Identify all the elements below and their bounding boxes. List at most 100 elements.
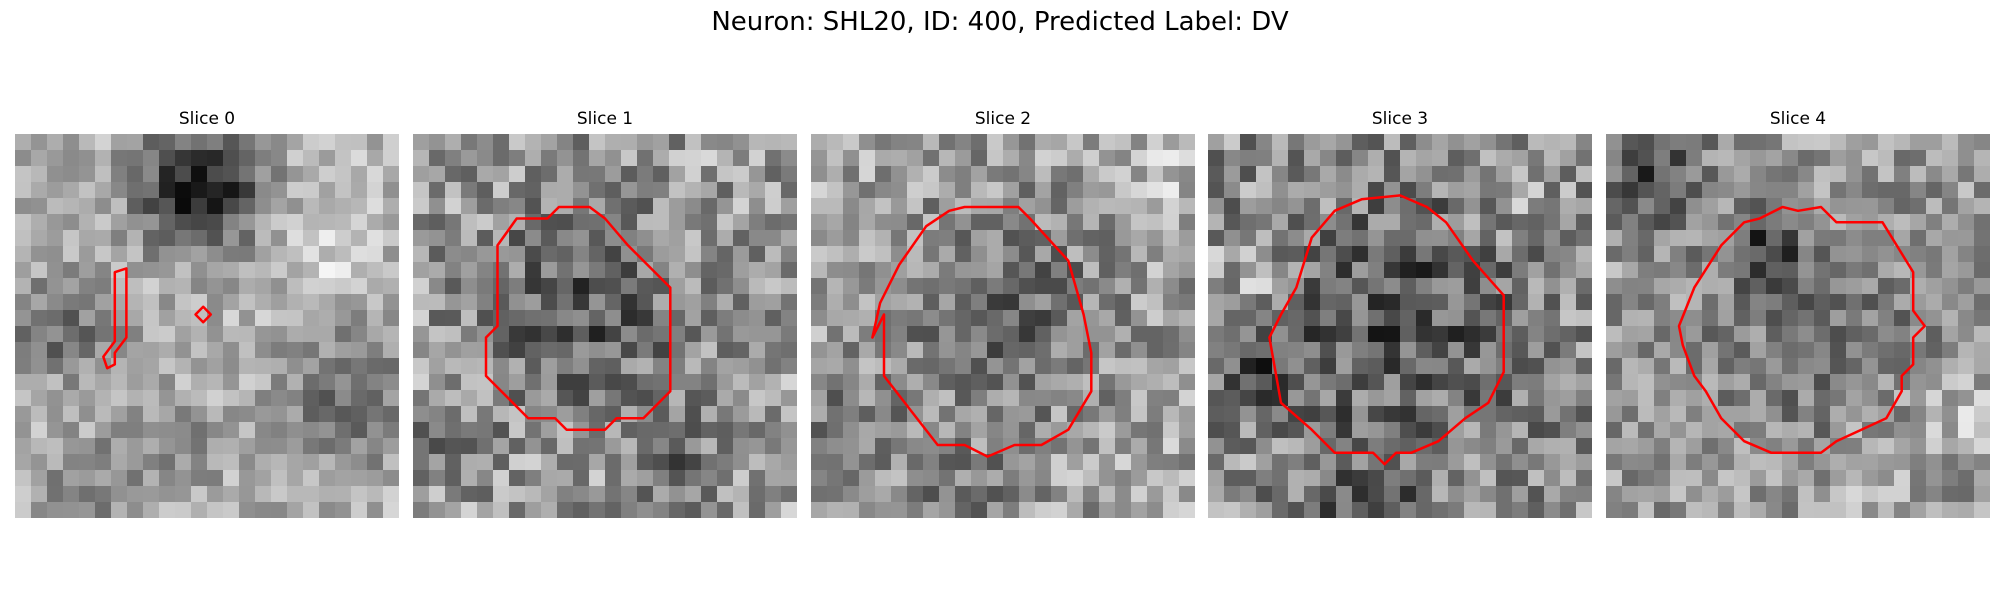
pixel-cell [557, 326, 574, 343]
pixel-cell [239, 358, 256, 375]
pixel-cell [1560, 310, 1577, 327]
pixel-cell [1830, 198, 1847, 215]
pixel-cell [1131, 198, 1148, 215]
pixel-cell [1464, 454, 1481, 471]
pixel-cell [461, 214, 478, 231]
pixel-cell [939, 134, 956, 151]
pixel-cell [429, 182, 446, 199]
pixel-cell [303, 486, 320, 503]
pixel-cell [509, 438, 526, 455]
pixel-cell [765, 262, 782, 279]
pixel-cell [351, 502, 368, 518]
pixel-cell [1958, 310, 1975, 327]
pixel-cell [1208, 294, 1225, 311]
pixel-cell [1448, 438, 1465, 455]
pixel-cell [781, 134, 797, 151]
pixel-cell [1846, 454, 1863, 471]
pixel-cell [127, 454, 144, 471]
pixel-cell [47, 150, 64, 167]
pixel-cell [717, 422, 734, 439]
pixel-cell [637, 422, 654, 439]
pixel-cell [1224, 486, 1241, 503]
pixel-cell [557, 502, 574, 518]
pixel-cell [907, 166, 924, 183]
pixel-cell [79, 230, 96, 247]
pixel-cell [1224, 278, 1241, 295]
pixel-cell [1686, 134, 1703, 151]
pixel-cell [47, 310, 64, 327]
pixel-cell [1131, 486, 1148, 503]
pixel-cell [477, 198, 494, 215]
pixel-cell [79, 262, 96, 279]
pixel-cell [1179, 422, 1195, 439]
pixel-cell [1910, 166, 1927, 183]
pixel-cell [859, 230, 876, 247]
pixel-cell [1718, 406, 1735, 423]
pixel-cell [1115, 326, 1132, 343]
pixel-cell [1131, 374, 1148, 391]
pixel-cell [1384, 326, 1401, 343]
pixel-cell [287, 454, 304, 471]
slice-title-3: Slice 3 [1371, 109, 1429, 129]
pixel-cell [1544, 246, 1561, 263]
pixel-cell [923, 230, 940, 247]
pixel-cell [223, 278, 240, 295]
pixel-cell [461, 182, 478, 199]
pixel-cell [1622, 310, 1639, 327]
pixel-cell [63, 278, 80, 295]
pixel-cell [1384, 262, 1401, 279]
pixel-cell [765, 230, 782, 247]
pixel-cell [765, 502, 782, 518]
pixel-cell [383, 390, 399, 407]
pixel-cell [1115, 198, 1132, 215]
pixel-cell [701, 486, 718, 503]
segmentation-contour [194, 305, 213, 324]
pixel-cell [605, 214, 622, 231]
pixel-cell [429, 166, 446, 183]
pixel-cell [1083, 406, 1100, 423]
pixel-cell [701, 230, 718, 247]
pixel-cell [191, 150, 208, 167]
pixel-cell [717, 374, 734, 391]
pixel-cell [1958, 278, 1975, 295]
pixel-cell [701, 342, 718, 359]
pixel-cell [1400, 150, 1417, 167]
pixel-cell [1051, 294, 1068, 311]
pixel-cell [143, 262, 160, 279]
pixel-cell [1224, 326, 1241, 343]
pixel-cell [1131, 278, 1148, 295]
pixel-cell [413, 374, 430, 391]
pixel-cell [1480, 150, 1497, 167]
pixel-cell [1718, 342, 1735, 359]
pixel-cell [653, 470, 670, 487]
pixel-cell [175, 150, 192, 167]
pixel-cell [1368, 166, 1385, 183]
pixel-cell [781, 182, 797, 199]
pixel-cell [859, 278, 876, 295]
pixel-cell [15, 486, 32, 503]
pixel-cell [143, 214, 160, 231]
pixel-cell [749, 310, 766, 327]
pixel-cell [1352, 358, 1369, 375]
pixel-cell [1496, 166, 1513, 183]
pixel-cell [1560, 342, 1577, 359]
pixel-cell [717, 246, 734, 263]
pixel-cell [1734, 502, 1751, 518]
pixel-cell [1622, 374, 1639, 391]
pixel-cell [1766, 166, 1783, 183]
pixel-cell [653, 326, 670, 343]
pixel-cell [1942, 310, 1959, 327]
pixel-cell [1432, 454, 1449, 471]
pixel-cell [271, 246, 288, 263]
pixel-cell [175, 310, 192, 327]
pixel-cell [383, 326, 399, 343]
pixel-cell [159, 454, 176, 471]
pixel-cell [95, 310, 112, 327]
pixel-cell [445, 198, 462, 215]
pixel-cell [1416, 150, 1433, 167]
pixel-cell [351, 262, 368, 279]
pixel-cell [1464, 166, 1481, 183]
pixel-cell [191, 422, 208, 439]
pixel-cell [1926, 134, 1943, 151]
pixel-cell [287, 134, 304, 151]
